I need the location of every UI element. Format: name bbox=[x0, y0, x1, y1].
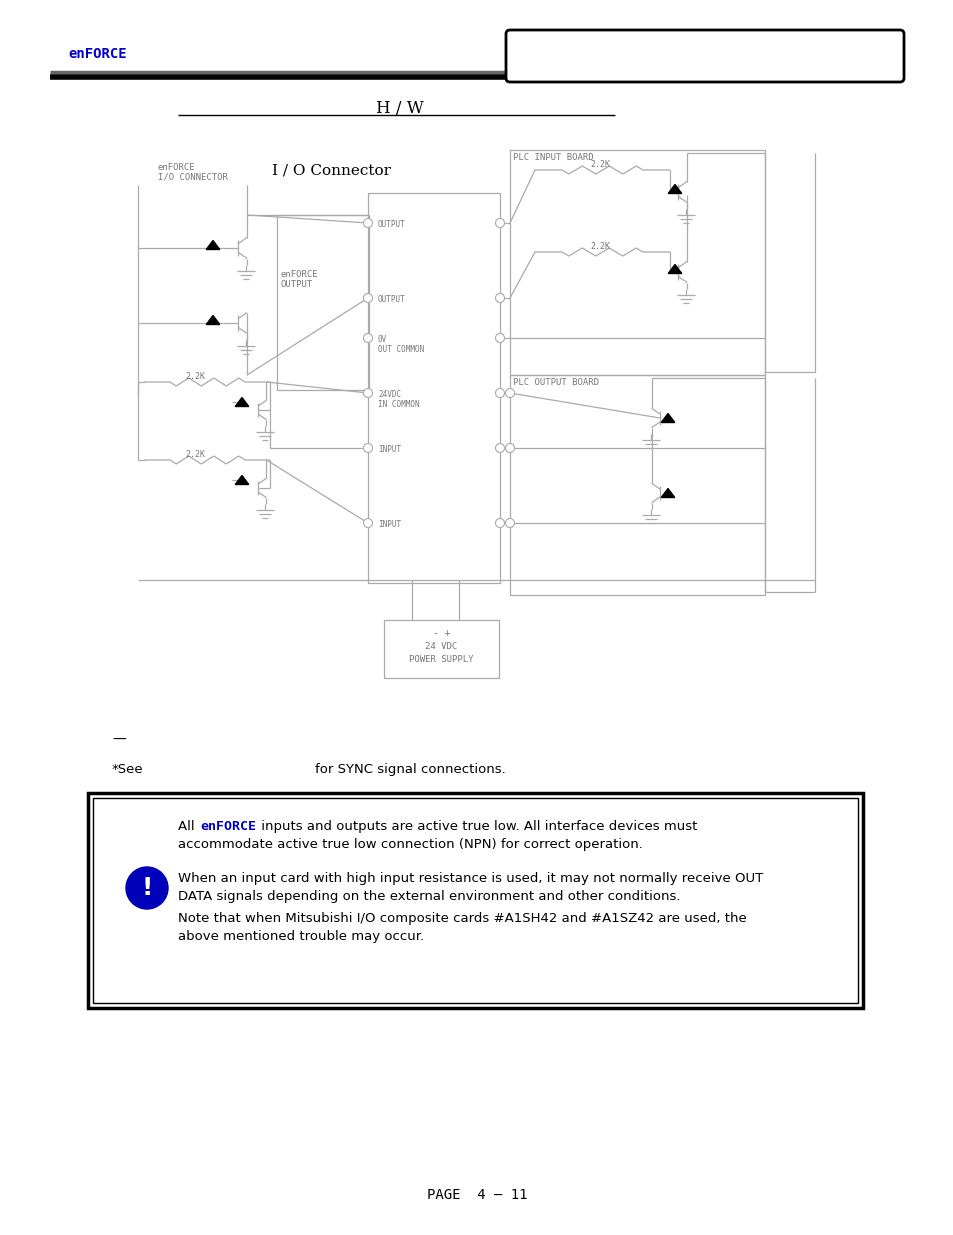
Circle shape bbox=[495, 219, 504, 227]
Text: enFORCE: enFORCE bbox=[200, 820, 255, 832]
Text: OUTPUT: OUTPUT bbox=[377, 220, 405, 228]
Circle shape bbox=[495, 519, 504, 527]
Circle shape bbox=[495, 333, 504, 342]
Text: POWER SUPPLY: POWER SUPPLY bbox=[409, 655, 474, 664]
Polygon shape bbox=[235, 475, 249, 484]
Text: All: All bbox=[178, 820, 198, 832]
Bar bbox=[368, 193, 499, 583]
Bar bbox=[92, 798, 857, 1003]
Text: INPUT: INPUT bbox=[377, 445, 400, 454]
Text: 2.2K: 2.2K bbox=[185, 372, 205, 382]
Circle shape bbox=[126, 867, 168, 909]
Text: 24 VDC: 24 VDC bbox=[425, 642, 457, 651]
Text: enFORCE: enFORCE bbox=[68, 47, 127, 61]
Text: 24VDC
IN COMMON: 24VDC IN COMMON bbox=[377, 390, 419, 409]
Circle shape bbox=[363, 294, 372, 303]
Circle shape bbox=[363, 443, 372, 452]
Circle shape bbox=[505, 443, 514, 452]
Polygon shape bbox=[235, 398, 249, 406]
Text: 0V
OUT COMMON: 0V OUT COMMON bbox=[377, 335, 424, 354]
Text: accommodate active true low connection (NPN) for correct operation.: accommodate active true low connection (… bbox=[178, 839, 642, 851]
Circle shape bbox=[363, 219, 372, 227]
Text: PAGE  4 – 11: PAGE 4 – 11 bbox=[426, 1188, 527, 1202]
Text: above mentioned trouble may occur.: above mentioned trouble may occur. bbox=[178, 930, 424, 944]
Text: *See: *See bbox=[112, 763, 144, 776]
Circle shape bbox=[495, 294, 504, 303]
Bar bbox=[510, 149, 764, 375]
Polygon shape bbox=[667, 184, 681, 194]
Text: enFORCE: enFORCE bbox=[158, 163, 195, 172]
Text: I / O Connector: I / O Connector bbox=[272, 164, 391, 178]
Text: INPUT: INPUT bbox=[377, 520, 400, 529]
Text: PLC INPUT BOARD: PLC INPUT BOARD bbox=[513, 153, 593, 162]
Text: Note that when Mitsubishi I/O composite cards #A1SH42 and #A1SZ42 are used, the: Note that when Mitsubishi I/O composite … bbox=[178, 911, 746, 925]
Bar bbox=[276, 215, 369, 390]
Bar bbox=[384, 620, 498, 678]
Text: 2.2K: 2.2K bbox=[185, 450, 205, 459]
Text: for SYNC signal connections.: for SYNC signal connections. bbox=[314, 763, 505, 776]
Polygon shape bbox=[667, 264, 681, 273]
Polygon shape bbox=[206, 315, 219, 325]
Text: OUTPUT: OUTPUT bbox=[377, 295, 405, 304]
Text: When an input card with high input resistance is used, it may not normally recei: When an input card with high input resis… bbox=[178, 872, 762, 885]
Polygon shape bbox=[660, 489, 674, 498]
Text: !: ! bbox=[141, 876, 152, 900]
Text: 2.2K: 2.2K bbox=[589, 161, 609, 169]
Bar bbox=[88, 793, 862, 1008]
Text: PLC OUTPUT BOARD: PLC OUTPUT BOARD bbox=[513, 378, 598, 387]
Circle shape bbox=[363, 389, 372, 398]
Circle shape bbox=[495, 389, 504, 398]
Text: I/O CONNECTOR: I/O CONNECTOR bbox=[158, 173, 228, 182]
Text: inputs and outputs are active true low. All interface devices must: inputs and outputs are active true low. … bbox=[256, 820, 697, 832]
Circle shape bbox=[363, 333, 372, 342]
Text: DATA signals depending on the external environment and other conditions.: DATA signals depending on the external e… bbox=[178, 890, 679, 903]
Text: —: — bbox=[112, 734, 126, 747]
Circle shape bbox=[505, 519, 514, 527]
Text: H / W: H / W bbox=[375, 100, 423, 117]
Bar bbox=[510, 375, 764, 595]
Text: 2.2K: 2.2K bbox=[589, 242, 609, 251]
Circle shape bbox=[505, 389, 514, 398]
Circle shape bbox=[495, 443, 504, 452]
Text: enFORCE
OUTPUT: enFORCE OUTPUT bbox=[281, 270, 318, 289]
FancyBboxPatch shape bbox=[505, 30, 903, 82]
Text: - +: - + bbox=[433, 629, 450, 638]
Circle shape bbox=[363, 519, 372, 527]
Polygon shape bbox=[660, 414, 674, 422]
Polygon shape bbox=[206, 241, 219, 249]
